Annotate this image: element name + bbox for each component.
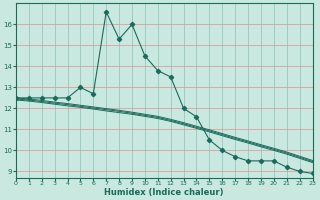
X-axis label: Humidex (Indice chaleur): Humidex (Indice chaleur) [105, 188, 224, 197]
